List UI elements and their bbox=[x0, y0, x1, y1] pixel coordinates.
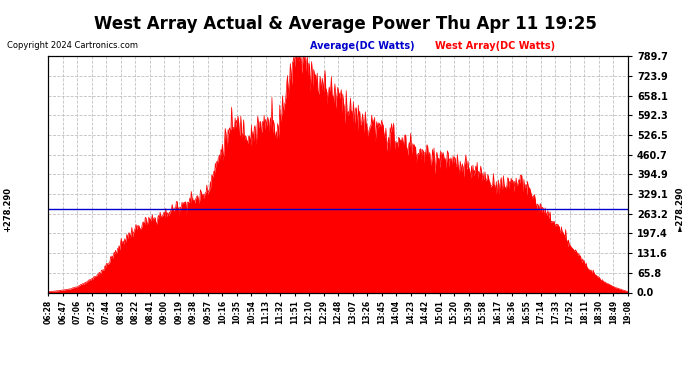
Text: Average(DC Watts): Average(DC Watts) bbox=[310, 41, 415, 51]
Text: Copyright 2024 Cartronics.com: Copyright 2024 Cartronics.com bbox=[7, 41, 138, 50]
Text: West Array Actual & Average Power Thu Apr 11 19:25: West Array Actual & Average Power Thu Ap… bbox=[94, 15, 596, 33]
Text: West Array(DC Watts): West Array(DC Watts) bbox=[435, 41, 555, 51]
Text: ►278.290: ►278.290 bbox=[676, 187, 684, 231]
Text: +278.290: +278.290 bbox=[3, 187, 12, 232]
